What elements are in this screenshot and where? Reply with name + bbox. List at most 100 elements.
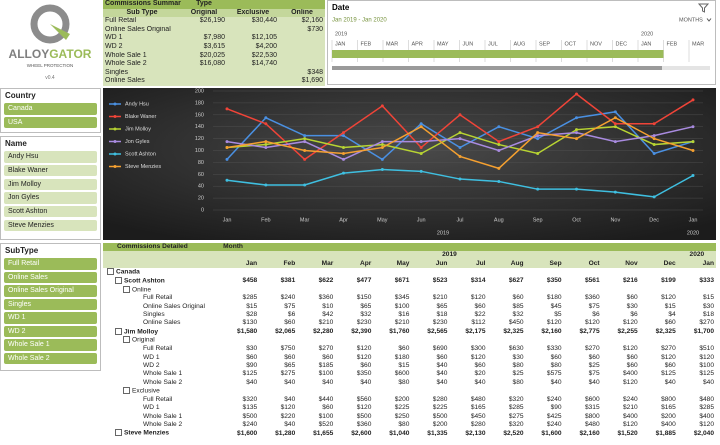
collapse-button[interactable] <box>115 429 122 437</box>
timeline-month[interactable]: AUG <box>514 41 526 47</box>
collapse-button[interactable] <box>115 276 122 284</box>
timeline-month[interactable]: JAN <box>335 41 345 47</box>
timeline-month[interactable]: MAY <box>437 41 449 47</box>
slicer-item[interactable]: WD 2 <box>4 325 97 337</box>
date-level[interactable]: MONTHS <box>679 17 703 23</box>
series-point <box>419 125 423 129</box>
slicer-item[interactable]: Full Retail <box>4 258 97 270</box>
timeline-month[interactable]: JUL <box>488 41 498 47</box>
detail-cell: $60 <box>474 302 486 310</box>
detail-cell: $25 <box>512 370 524 378</box>
timeline-month[interactable]: FEB <box>361 41 372 47</box>
filter-icon[interactable] <box>697 3 710 13</box>
detail-cell: $6 <box>287 311 296 318</box>
slicer-item[interactable]: Canada <box>4 103 97 115</box>
collapse-button[interactable] <box>115 327 122 335</box>
slicer-item[interactable]: Jon Gyles <box>4 192 97 204</box>
logo-ring <box>30 4 70 44</box>
detail-cell: $40 <box>284 378 296 386</box>
timeline-month[interactable]: APR <box>412 41 423 47</box>
timeline-month[interactable]: JUN <box>463 41 474 47</box>
timeline-scroll-thumb[interactable] <box>332 66 662 70</box>
timeline-month[interactable]: MAR <box>386 41 398 47</box>
detail-row: Scott Ashton $458 $381 $622 $477 $671 $523 $314… <box>103 276 716 286</box>
series-point <box>497 125 501 129</box>
timeline-month[interactable]: JAN <box>641 41 651 47</box>
timeline-month[interactable]: DEC <box>616 41 628 47</box>
timeline-selection[interactable] <box>332 50 664 58</box>
detail-cell: $65 <box>284 361 296 369</box>
blank <box>526 286 564 295</box>
collapse-button[interactable] <box>123 387 130 395</box>
detail-cell: $360 <box>356 421 372 429</box>
slicer-title: Country <box>5 91 36 100</box>
slicer-item[interactable]: Singles <box>4 298 97 310</box>
detail-cell: $230 <box>432 319 448 327</box>
slicer-item[interactable]: Online Sales <box>4 271 97 283</box>
detail-cell: $199 <box>661 277 676 284</box>
blank <box>602 286 640 295</box>
slicer-item[interactable]: Steve Menzies <box>4 219 97 232</box>
slicer-item[interactable]: Blake Waner <box>4 164 97 177</box>
detail-cell: $180 <box>394 353 410 361</box>
detail-cell: $90 <box>246 361 258 369</box>
y-tick-label: 40 <box>198 184 204 190</box>
timeline-month[interactable]: NOV <box>590 41 602 47</box>
slicer-item[interactable]: Whole Sale 1 <box>4 339 97 351</box>
collapse-button[interactable] <box>107 268 114 276</box>
slicer-item[interactable]: Andy Hsu <box>4 151 97 163</box>
blank <box>678 336 716 345</box>
row-label: Jim Molloy <box>124 328 159 336</box>
detail-cell: $100 <box>318 370 334 378</box>
series-point <box>652 134 656 138</box>
detail-cell: $627 <box>508 277 524 284</box>
detail-cell: $200 <box>661 412 676 420</box>
slicer-item[interactable]: Whole Sale 2 <box>4 352 97 364</box>
detail-cell: $120 <box>699 353 714 361</box>
detail-cell: $300 <box>470 345 486 353</box>
detail-cell: $500 <box>356 412 372 420</box>
logo-brand-right: GATOR <box>49 47 92 61</box>
series-point <box>613 125 617 129</box>
summary-cell <box>227 69 279 78</box>
summary-cell: $1,690 <box>301 77 323 85</box>
series-point <box>458 177 462 181</box>
y-tick-label: 60 <box>198 172 204 178</box>
series-point <box>225 178 229 182</box>
year-header: 2019 <box>442 251 457 259</box>
x-tick-label: Oct <box>572 217 581 223</box>
timeline-month[interactable]: FEB <box>667 41 678 47</box>
timeline-month[interactable]: MAR <box>692 41 704 47</box>
summary-cell <box>181 69 227 78</box>
row-label: Steve Menzies <box>124 429 170 437</box>
detail-cell: $458 <box>242 277 258 284</box>
legend-dot <box>113 140 117 143</box>
series-point <box>264 143 268 147</box>
detail-cell: $1,335 <box>427 429 448 437</box>
collapse-button[interactable] <box>123 285 130 293</box>
detail-cell: $520 <box>318 421 334 429</box>
blank <box>488 336 526 345</box>
slicer-item[interactable]: Jim Molloy <box>4 178 97 191</box>
series-point <box>691 140 695 144</box>
collapse-button[interactable] <box>123 336 130 344</box>
timeline-month[interactable]: SEP <box>539 41 550 47</box>
detail-cell: $16 <box>398 311 410 318</box>
blank <box>449 286 487 295</box>
slicer-item[interactable]: Online Sales Original <box>4 285 97 297</box>
detail-cell: $671 <box>394 277 410 284</box>
detail-cell: $400 <box>623 370 638 378</box>
detail-cell: $2,160 <box>541 327 562 335</box>
slicer-item[interactable]: Scott Ashton <box>4 205 97 218</box>
summary-cell: $30,440 <box>251 17 277 25</box>
detail-cell: $280 <box>470 421 486 429</box>
slicer-item[interactable]: USA <box>4 116 97 128</box>
detail-row-label: Exclusive <box>103 387 221 396</box>
timeline-month[interactable]: OCT <box>565 41 577 47</box>
detail-row: WD 2 $90 $65 $185 $60 $15 $40 $60 $80 $80 $25 $60 $6… <box>103 362 716 370</box>
dropdown-arrow[interactable] <box>706 18 712 22</box>
slicer-item[interactable]: WD 1 <box>4 312 97 324</box>
summary-row: Singles $348 <box>103 69 325 78</box>
summary-cell <box>227 77 279 86</box>
month-header: Apr <box>360 259 372 267</box>
